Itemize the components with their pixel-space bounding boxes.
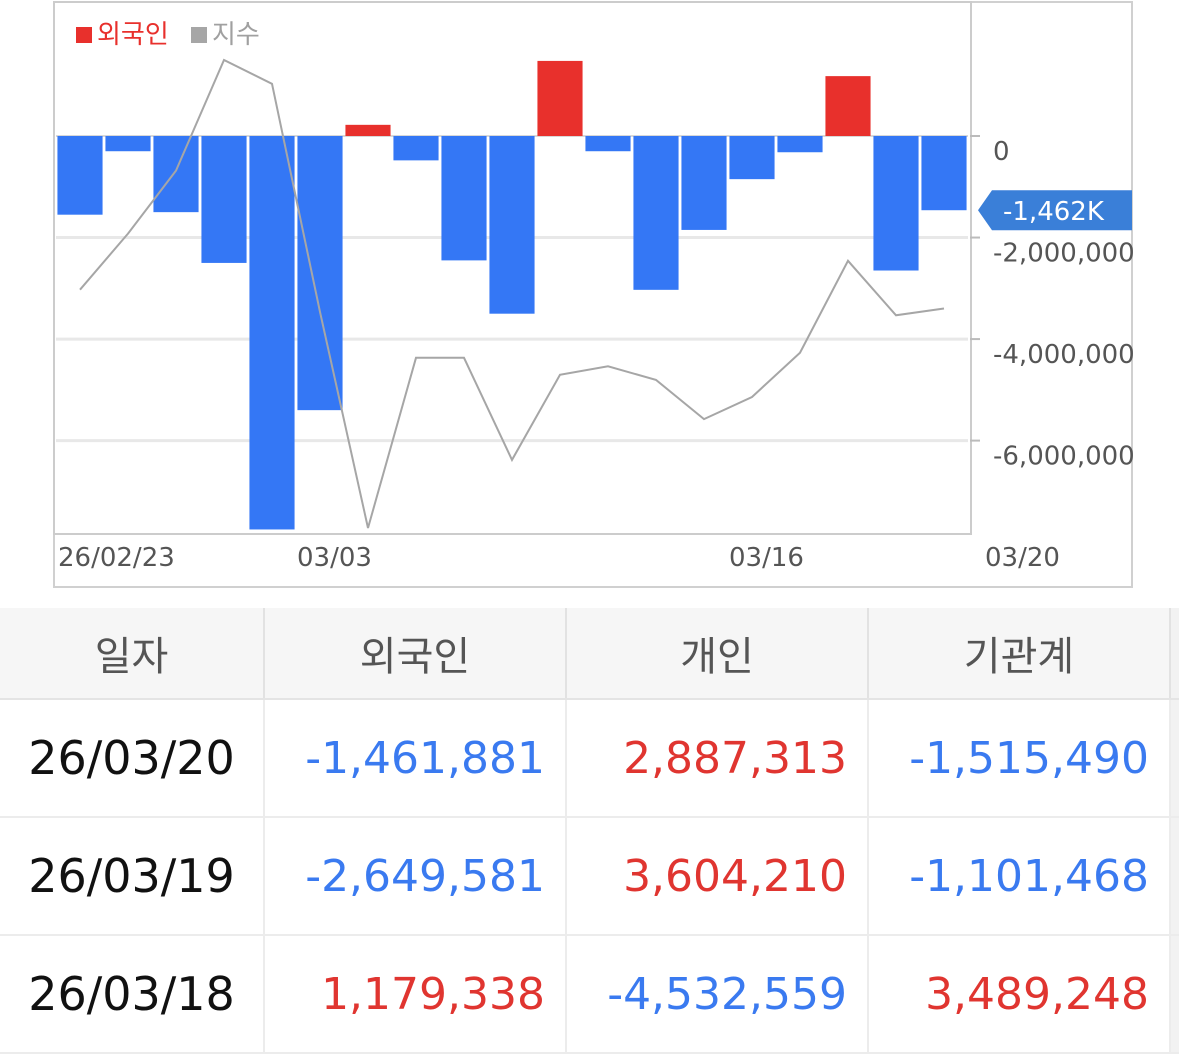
x-tick-label: 26/02/23 — [58, 543, 175, 573]
y-tick-label: -6,000,000 — [993, 442, 1135, 472]
foreign-flow-bar — [105, 136, 151, 152]
investor-table-container: 일자 외국인 개인 기관계 26/03/20 -1,461,881 2,887,… — [0, 608, 1179, 1054]
foreign-flow-bar — [585, 136, 631, 152]
current-value-marker: -1,462K — [978, 190, 1132, 231]
foreign-flow-bar — [729, 136, 775, 180]
foreign-flow-bar — [345, 124, 391, 136]
foreign-flow-bar — [537, 60, 583, 136]
index-line — [79, 58, 945, 529]
foreign-investor-chart: 0 -2,000,000 -4,000,000 -6,000,000 26/02/23… — [53, 1, 1135, 588]
foreign-flow-bar — [681, 136, 727, 230]
chart-canvas: 0 -2,000,000 -4,000,000 -6,000,000 26/02/23… — [53, 1, 1135, 588]
column-header-individual[interactable]: 개인 — [566, 608, 869, 700]
x-tick-label: 03/03 — [297, 543, 372, 573]
foreign-flow-bar — [297, 136, 343, 411]
current-value-label: -1,462K — [1003, 197, 1105, 227]
row-institution-value: 3,489,248 — [868, 935, 1171, 1054]
legend-swatch — [76, 27, 92, 43]
table-row[interactable]: 26/03/18 1,179,338 -4,532,559 3,489,248 — [0, 935, 1179, 1054]
row-date: 26/03/19 — [0, 817, 265, 936]
plot-area-border — [53, 1, 972, 535]
legend-label: 지수 — [212, 20, 260, 50]
foreign-flow-bar — [249, 136, 295, 530]
row-institution-value: -1,101,468 — [868, 817, 1171, 936]
foreign-flow-bar — [201, 136, 247, 263]
row-foreign-value: 1,179,338 — [264, 935, 567, 1054]
row-date: 26/03/18 — [0, 935, 265, 1054]
table-header-row: 일자 외국인 개인 기관계 — [0, 608, 1179, 700]
row-institution-value: -1,515,490 — [868, 699, 1171, 818]
row-individual-value: 3,604,210 — [566, 817, 869, 936]
scroll-edge — [1170, 699, 1179, 818]
foreign-flow-bar — [153, 136, 199, 213]
column-header-institution[interactable]: 기관계 — [868, 608, 1171, 700]
current-value-badge — [978, 190, 1132, 231]
chart-legend: 외국인 지수 — [76, 20, 260, 50]
bar-series — [57, 60, 967, 530]
foreign-flow-bar — [873, 136, 919, 271]
legend-swatch — [191, 27, 207, 43]
y-axis-ticks: 0 -2,000,000 -4,000,000 -6,000,000 — [970, 135, 1135, 472]
x-tick-label: 03/20 — [985, 543, 1060, 573]
column-header-foreign[interactable]: 외국인 — [264, 608, 567, 700]
row-date: 26/03/20 — [0, 699, 265, 818]
y-tick-label: 0 — [993, 137, 1010, 167]
row-individual-value: -4,532,559 — [566, 935, 869, 1054]
foreign-flow-bar — [633, 136, 679, 290]
table-row[interactable]: 26/03/20 -1,461,881 2,887,313 -1,515,490 — [0, 699, 1179, 818]
column-header-date[interactable]: 일자 — [0, 608, 265, 700]
index-line-series — [79, 58, 945, 529]
investor-flow-table: 일자 외국인 개인 기관계 26/03/20 -1,461,881 2,887,… — [0, 608, 1179, 1054]
y-tick-label: -2,000,000 — [993, 239, 1135, 269]
foreign-flow-bar — [921, 136, 967, 211]
foreign-flow-bar — [777, 136, 823, 153]
table-row[interactable]: 26/03/19 -2,649,581 3,604,210 -1,101,468 — [0, 817, 1179, 936]
legend-label: 외국인 — [97, 20, 169, 50]
scroll-edge — [1170, 935, 1179, 1054]
foreign-flow-bar — [489, 136, 535, 314]
foreign-flow-bar — [441, 136, 487, 261]
foreign-flow-bar — [393, 136, 439, 161]
row-foreign-value: -2,649,581 — [264, 817, 567, 936]
row-foreign-value: -1,461,881 — [264, 699, 567, 818]
foreign-flow-bar — [825, 76, 871, 136]
x-axis-ticks: 26/02/23 03/03 03/16 03/20 — [58, 543, 1060, 573]
scroll-edge — [1170, 608, 1179, 700]
scroll-edge — [1170, 817, 1179, 936]
y-tick-label: -4,000,000 — [993, 340, 1135, 370]
x-tick-label: 03/16 — [729, 543, 804, 573]
foreign-flow-bar — [57, 136, 103, 215]
row-individual-value: 2,887,313 — [566, 699, 869, 818]
